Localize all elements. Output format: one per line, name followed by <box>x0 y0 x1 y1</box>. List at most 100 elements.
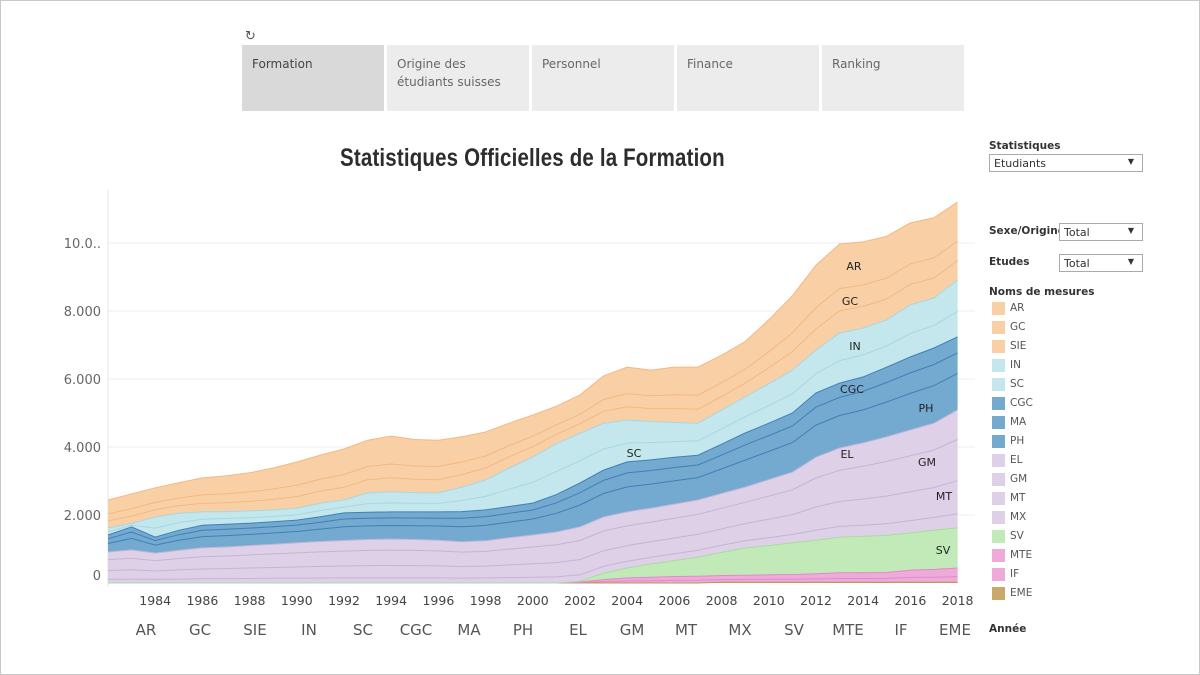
measure-header-sv: SV <box>784 621 804 639</box>
tab-origine-etudiants[interactable]: Origine des étudiants suisses <box>387 45 529 111</box>
legend-label: GC <box>1010 321 1026 333</box>
legend-label: SIE <box>1010 340 1027 352</box>
x-tick-label: 2018 <box>942 593 974 608</box>
tab-formation[interactable]: Formation <box>242 45 384 111</box>
x-tick-label: 2014 <box>847 593 879 608</box>
sexe-origine-label: Sexe/Origine <box>989 225 1065 237</box>
measure-header-sc: SC <box>353 621 373 639</box>
measure-header-if: IF <box>894 621 908 639</box>
y-tick-label: 0 <box>93 569 101 584</box>
legend-swatch <box>992 340 1005 353</box>
boundary-sc <box>107 310 958 533</box>
area-sv[interactable] <box>108 527 958 583</box>
x-tick-label: 1998 <box>470 593 502 608</box>
legend-label: SV <box>1010 530 1024 542</box>
y-tick-label: 8.000 <box>64 305 101 320</box>
legend-label: PH <box>1010 435 1025 447</box>
legend-label: MTE <box>1010 549 1033 561</box>
area-label-ar: AR <box>846 260 862 273</box>
measure-header-cgc: CGC <box>399 621 433 639</box>
area-ph[interactable] <box>108 373 958 554</box>
legend-label: EME <box>1010 587 1033 599</box>
x-tick-label: 2010 <box>753 593 785 608</box>
legend-label: GM <box>1010 473 1028 485</box>
boundary-sie <box>107 260 958 522</box>
x-tick-label: 2004 <box>611 593 643 608</box>
triangle-down-icon: ▼ <box>1127 157 1134 166</box>
measure-header-ph: PH <box>512 621 534 639</box>
legend-swatch <box>992 416 1005 429</box>
measure-header-gc: GC <box>188 621 212 639</box>
sexe-origine-dropdown[interactable]: Total ▼ <box>1059 223 1143 241</box>
x-tick-label: 1996 <box>422 593 454 608</box>
legend-label: CGC <box>1010 397 1033 409</box>
area-label-mt: MT <box>936 490 952 503</box>
area-label-sc: SC <box>627 447 642 460</box>
area-el[interactable] <box>108 409 958 561</box>
legend-label: MT <box>1010 492 1026 504</box>
legend-swatch <box>992 435 1005 448</box>
x-tick-label: 2006 <box>658 593 690 608</box>
x-tick-label: 2000 <box>517 593 549 608</box>
annee-label: Année <box>989 623 1027 635</box>
legend-label: AR <box>1010 302 1025 314</box>
tab-finance[interactable]: Finance <box>677 45 819 111</box>
legend-swatch <box>992 397 1005 410</box>
boundary-cgc <box>107 336 958 538</box>
refresh-icon[interactable]: ↻ <box>245 29 256 44</box>
area-label-gm: GM <box>918 456 936 469</box>
measure-header-sie: SIE <box>243 621 267 639</box>
boundary-gm <box>107 438 958 562</box>
x-tick-label: 1990 <box>281 593 313 608</box>
boundary-mt <box>107 480 958 572</box>
boundary-sv <box>108 527 958 584</box>
measure-header-ma: MA <box>457 621 481 639</box>
y-tick-label: 6.000 <box>64 373 101 388</box>
sexe-origine-value: Total <box>1064 226 1090 239</box>
x-tick-label: 1992 <box>328 593 360 608</box>
legend-swatch <box>992 359 1005 372</box>
area-in[interactable] <box>108 280 958 532</box>
statistiques-dropdown[interactable]: Etudiants ▼ <box>989 154 1143 172</box>
x-tick-label: 2002 <box>564 593 596 608</box>
area-label-sv: SV <box>936 544 951 557</box>
measure-header-mt: MT <box>674 621 698 639</box>
triangle-down-icon: ▼ <box>1127 226 1134 235</box>
statistiques-label: Statistiques <box>989 140 1061 152</box>
x-tick-label: 1988 <box>234 593 266 608</box>
legend-swatch <box>992 473 1005 486</box>
etudes-value: Total <box>1064 257 1090 270</box>
y-tick-label: 2.000 <box>64 509 101 524</box>
boundary-gc <box>107 240 958 515</box>
legend-title: Noms de mesures <box>989 286 1095 298</box>
boundary-mx <box>107 513 958 580</box>
chart-title: Statistiques Officielles de la Formation <box>340 144 725 172</box>
legend-swatch <box>992 530 1005 543</box>
area-label-gc: GC <box>842 295 859 308</box>
x-tick-label: 1994 <box>375 593 407 608</box>
triangle-down-icon: ▼ <box>1127 257 1134 266</box>
legend-swatch <box>992 492 1005 505</box>
legend-swatch <box>992 549 1005 562</box>
tab-ranking[interactable]: Ranking <box>822 45 964 111</box>
boundary-el <box>107 409 958 554</box>
legend-label: SC <box>1010 378 1024 390</box>
legend-swatch <box>992 587 1005 600</box>
area-if[interactable] <box>108 576 958 583</box>
area-ar[interactable] <box>108 202 958 514</box>
etudes-dropdown[interactable]: Total ▼ <box>1059 254 1143 272</box>
x-tick-label: 2016 <box>894 593 926 608</box>
measure-header-el: EL <box>569 621 587 639</box>
legend-swatch <box>992 378 1005 391</box>
x-tick-label: 2012 <box>800 593 832 608</box>
area-label-in: IN <box>849 340 860 353</box>
legend-swatch <box>992 454 1005 467</box>
x-tick-label: 1984 <box>139 593 171 608</box>
area-label-cgc: CGC <box>840 383 864 396</box>
etudes-label: Etudes <box>989 256 1030 268</box>
tab-personnel[interactable]: Personnel <box>532 45 674 111</box>
boundary-ph <box>107 372 958 546</box>
area-sc[interactable] <box>108 311 958 538</box>
boundary-ar <box>107 201 958 501</box>
